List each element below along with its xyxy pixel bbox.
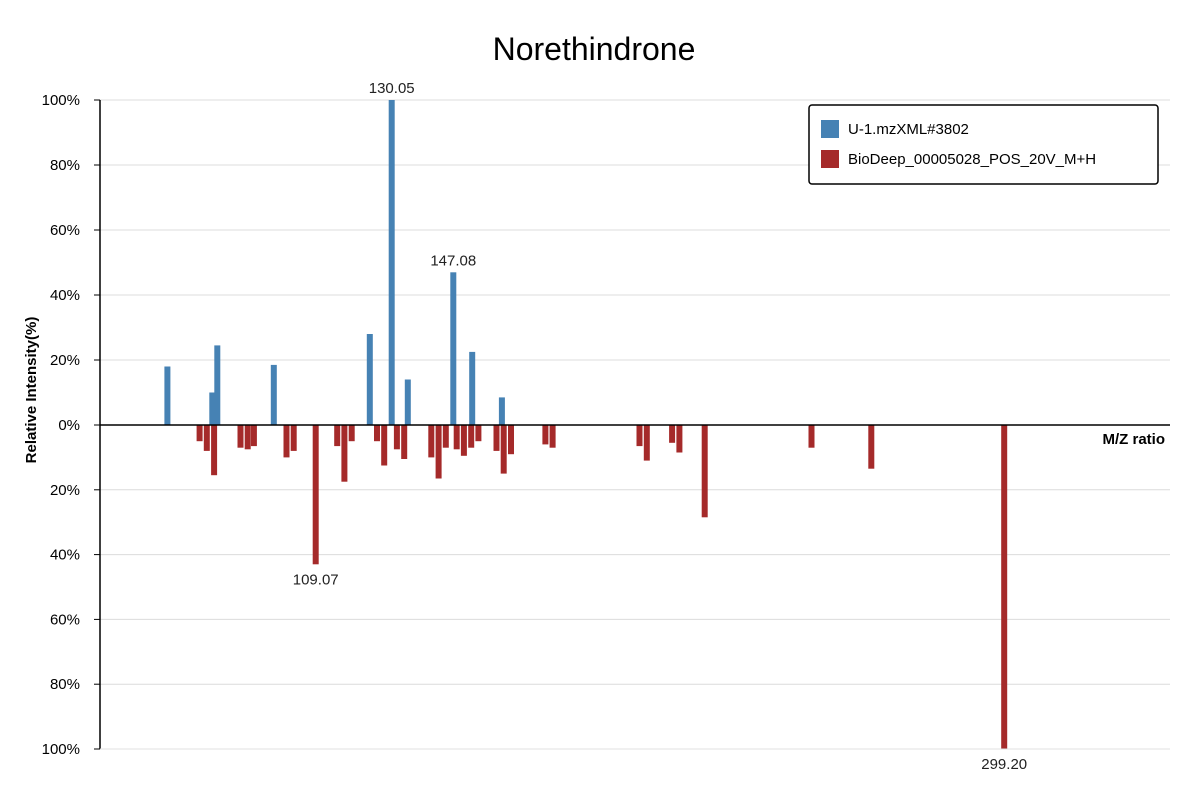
query-peak-bar bbox=[164, 366, 171, 425]
y-tick-labels: 100% 80% 60% 40% 20% 0% 20% 40% 60% 80% 100% bbox=[42, 92, 100, 758]
reference-peak-bar bbox=[334, 425, 341, 447]
query-peak-bar bbox=[366, 334, 373, 425]
reference-peak-bar bbox=[669, 425, 676, 443]
reference-peak-bar bbox=[500, 425, 507, 474]
peak-labels: 130.05 147.08 109.07 299.20 bbox=[293, 80, 1027, 773]
reference-peak-bar bbox=[211, 425, 218, 476]
reference-peak-bar bbox=[475, 425, 482, 442]
reference-peak-bar bbox=[283, 425, 290, 458]
reference-peak-bar bbox=[290, 425, 297, 451]
legend-label-query: U-1.mzXML#3802 bbox=[848, 121, 969, 138]
query-peak-bar bbox=[404, 379, 411, 425]
reference-peak-bar bbox=[542, 425, 549, 445]
reference-peak-bar bbox=[237, 425, 244, 448]
reference-peak-bar bbox=[468, 425, 475, 448]
query-peak-bar bbox=[450, 272, 457, 426]
peak-label: 299.20 bbox=[981, 756, 1027, 773]
reference-peak-bar bbox=[643, 425, 650, 461]
query-peak-bar bbox=[498, 397, 505, 425]
y-tick-label: 80% bbox=[50, 157, 80, 174]
reference-peak-bar bbox=[196, 425, 203, 442]
peak-label: 147.08 bbox=[430, 252, 476, 269]
axes-layer bbox=[99, 100, 1170, 750]
query-peak-bar bbox=[270, 364, 277, 425]
reference-peak-bar bbox=[428, 425, 435, 458]
reference-peak-bar bbox=[701, 425, 708, 518]
peak-label: 130.05 bbox=[369, 80, 415, 97]
reference-peak-bar bbox=[244, 425, 251, 450]
reference-peak-bar bbox=[549, 425, 556, 448]
peak-label: 109.07 bbox=[293, 571, 339, 588]
y-tick-label: 20% bbox=[50, 352, 80, 369]
reference-peak-bar bbox=[401, 425, 408, 459]
reference-peak-bar bbox=[374, 425, 380, 442]
query-peak-bar bbox=[388, 100, 395, 425]
reference-peak-bar bbox=[381, 425, 388, 466]
reference-peak-bar bbox=[393, 425, 400, 450]
reference-peak-bar bbox=[676, 425, 683, 453]
reference-peak-bar bbox=[493, 425, 500, 451]
legend-swatch-query bbox=[821, 120, 839, 138]
query-peak-bar bbox=[469, 351, 476, 425]
bars-layer bbox=[164, 100, 1008, 749]
legend-box bbox=[808, 104, 1159, 185]
reference-peak-bar bbox=[460, 425, 467, 456]
y-tick-label: 100% bbox=[42, 741, 80, 758]
reference-peak-bar bbox=[348, 425, 355, 442]
reference-peak-bar bbox=[453, 425, 460, 450]
y-tick-label: 80% bbox=[50, 676, 80, 693]
reference-peak-bar bbox=[250, 425, 257, 447]
reference-peak-bar bbox=[868, 425, 875, 469]
y-tick-label: 40% bbox=[50, 547, 80, 564]
legend: U-1.mzXML#3802 BioDeep_00005028_POS_20V_… bbox=[808, 104, 1159, 185]
y-tick-label: 60% bbox=[50, 611, 80, 628]
legend-label-reference: BioDeep_00005028_POS_20V_M+H bbox=[848, 151, 1096, 168]
y-tick-label: 0% bbox=[58, 417, 80, 434]
reference-peak-bar bbox=[636, 425, 643, 447]
legend-swatch-reference bbox=[821, 150, 839, 168]
reference-peak-bar bbox=[1001, 425, 1008, 749]
query-peak-bar bbox=[214, 345, 221, 425]
y-tick-label: 40% bbox=[50, 287, 80, 304]
y-tick-label: 60% bbox=[50, 222, 80, 239]
query-peak-bar bbox=[209, 392, 216, 425]
reference-peak-bar bbox=[312, 425, 319, 565]
y-tick-label: 100% bbox=[42, 92, 80, 109]
reference-peak-bar bbox=[435, 425, 442, 479]
y-tick-label: 20% bbox=[50, 482, 80, 499]
reference-peak-bar bbox=[203, 425, 210, 451]
reference-peak-bar bbox=[341, 425, 348, 482]
reference-peak-bar bbox=[508, 425, 514, 455]
reference-peak-bar bbox=[808, 425, 815, 448]
chart-title: Norethindrone bbox=[493, 31, 696, 67]
x-axis-label: M/Z ratio bbox=[1103, 431, 1166, 448]
reference-peak-bar bbox=[442, 425, 449, 448]
y-axis-label: Relative Intensity(%) bbox=[23, 317, 40, 464]
